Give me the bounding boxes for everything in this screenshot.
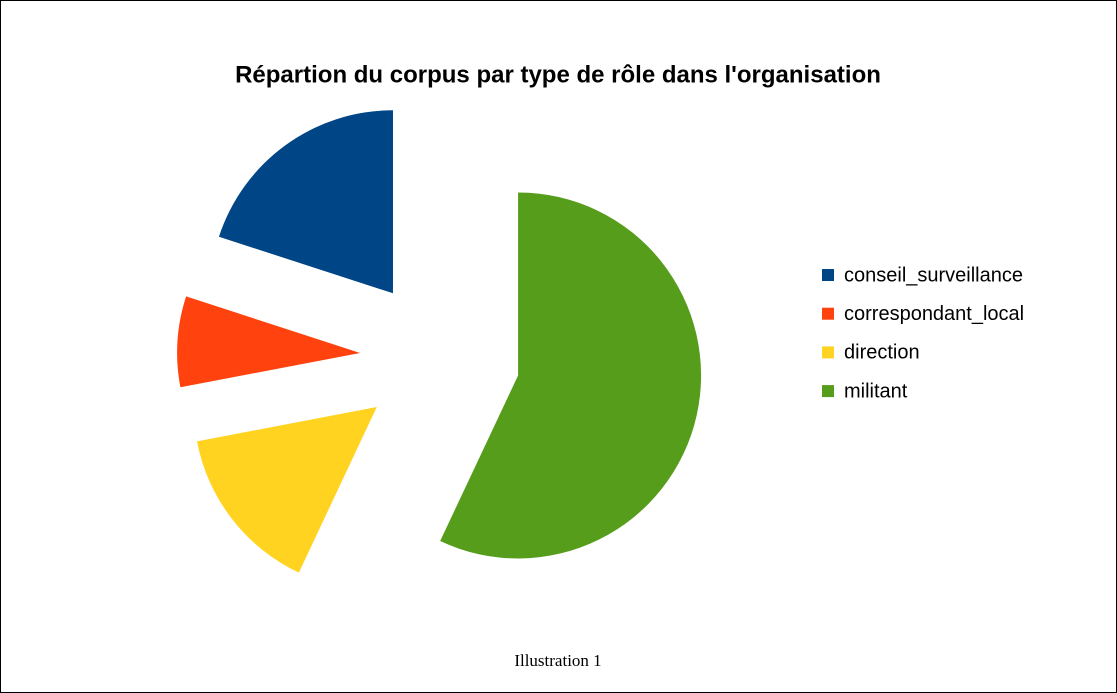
legend-swatch: [822, 385, 834, 398]
legend-label: conseil_surveillance: [844, 264, 1023, 286]
caption: Illustration 1: [514, 651, 601, 670]
legend-swatch: [822, 346, 834, 359]
pie-slice: [440, 192, 702, 559]
chart-title: Répartion du corpus par type de rôle dan…: [235, 61, 881, 88]
pie-slice: [177, 296, 361, 388]
legend-label: correspondant_local: [844, 303, 1024, 325]
legend-label: direction: [844, 342, 920, 364]
legend-swatch: [822, 307, 834, 320]
pie-slice: [218, 110, 393, 294]
pie-slice: [197, 407, 377, 573]
legend-swatch: [822, 269, 834, 281]
legend-label: militant: [844, 380, 908, 402]
